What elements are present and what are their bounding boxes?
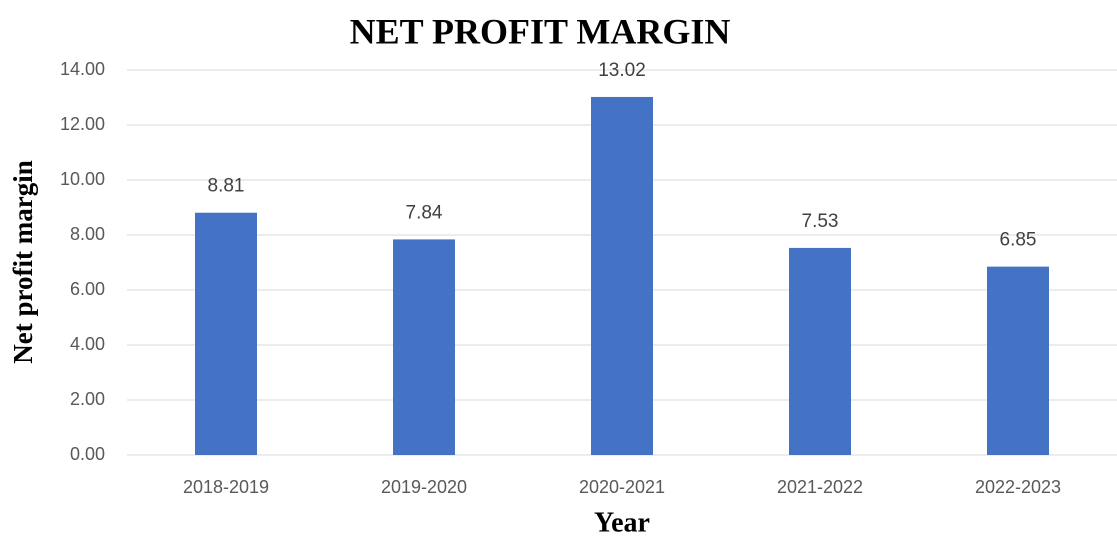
y-axis-label: Net profit margin xyxy=(8,160,38,363)
y-tick-label: 14.00 xyxy=(60,59,105,79)
data-label: 13.02 xyxy=(598,60,646,81)
x-axis-label: Year xyxy=(594,507,650,538)
x-tick-label: 2018-2019 xyxy=(183,477,269,497)
x-tick-label: 2022-2023 xyxy=(975,477,1061,497)
y-tick-label: 12.00 xyxy=(60,114,105,134)
y-tick-label: 2.00 xyxy=(70,389,105,409)
y-tick-label: 0.00 xyxy=(70,444,105,464)
y-tick-label: 8.00 xyxy=(70,224,105,244)
data-label: 8.81 xyxy=(208,176,245,197)
y-tick-label: 10.00 xyxy=(60,169,105,189)
bar xyxy=(591,96,653,455)
chart-title: NET PROFIT MARGIN xyxy=(350,11,731,51)
y-tick-label: 4.00 xyxy=(70,334,105,354)
y-tick-label: 6.00 xyxy=(70,279,105,299)
x-tick-label: 2020-2021 xyxy=(579,477,665,497)
bar xyxy=(195,212,257,455)
x-tick-label: 2021-2022 xyxy=(777,477,863,497)
bar xyxy=(789,247,851,455)
bar xyxy=(987,266,1049,455)
data-label: 6.85 xyxy=(1000,230,1037,251)
x-tick-label: 2019-2020 xyxy=(381,477,467,497)
bar xyxy=(393,239,455,455)
data-label: 7.53 xyxy=(802,211,839,232)
data-label: 7.84 xyxy=(406,202,443,223)
